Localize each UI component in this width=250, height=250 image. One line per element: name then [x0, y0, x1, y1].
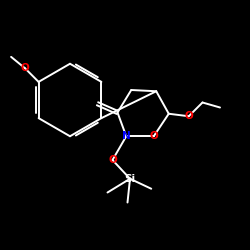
Text: O: O	[108, 155, 117, 165]
Text: O: O	[184, 111, 193, 121]
Text: O: O	[20, 63, 29, 73]
Text: Si: Si	[124, 174, 136, 184]
Text: O: O	[150, 131, 158, 141]
Text: N: N	[122, 131, 130, 141]
